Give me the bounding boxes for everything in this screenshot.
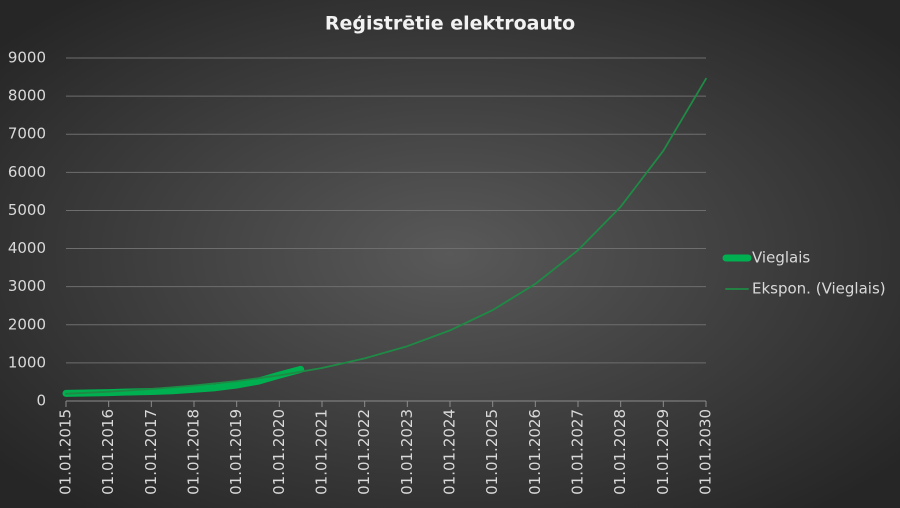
x-tick-label: 01.01.2021 [313,409,331,495]
x-tick-label: 01.01.2016 [99,409,117,495]
x-tick-label: 01.01.2024 [441,409,459,495]
series-line [65,77,707,395]
y-tick-label: 7000 [8,125,46,143]
y-tick-label: 2000 [8,315,46,333]
x-tick-label: 01.01.2015 [57,409,75,495]
y-tick-label: 8000 [8,87,46,105]
x-tick-label: 01.01.2027 [569,409,587,495]
legend-label: Ekspon. (Vieglais) [752,280,886,298]
x-tick-label: 01.01.2025 [483,409,501,495]
x-tick-label: 01.01.2022 [355,409,373,495]
x-tick-label: 01.01.2018 [185,409,203,495]
y-tick-label: 4000 [8,239,46,257]
legend-label: Vieglais [752,249,810,267]
y-tick-label: 6000 [8,163,46,181]
y-tick-label: 3000 [8,277,46,295]
chart-title: Reģistrētie elektroauto [325,13,575,35]
x-tick-label: 01.01.2019 [227,409,245,495]
y-tick-label: 0 [36,392,46,410]
x-tick-label: 01.01.2017 [142,409,160,495]
x-tick-label: 01.01.2020 [270,409,288,495]
y-tick-label: 1000 [8,353,46,371]
y-tick-label: 5000 [8,201,46,219]
x-tick-label: 01.01.2028 [611,409,629,495]
x-tick-label: 01.01.2029 [654,409,672,495]
x-tick-label: 01.01.2030 [697,409,715,495]
x-tick-label: 01.01.2026 [526,409,544,495]
x-tick-label: 01.01.2023 [398,409,416,495]
y-tick-label: 9000 [8,49,46,67]
